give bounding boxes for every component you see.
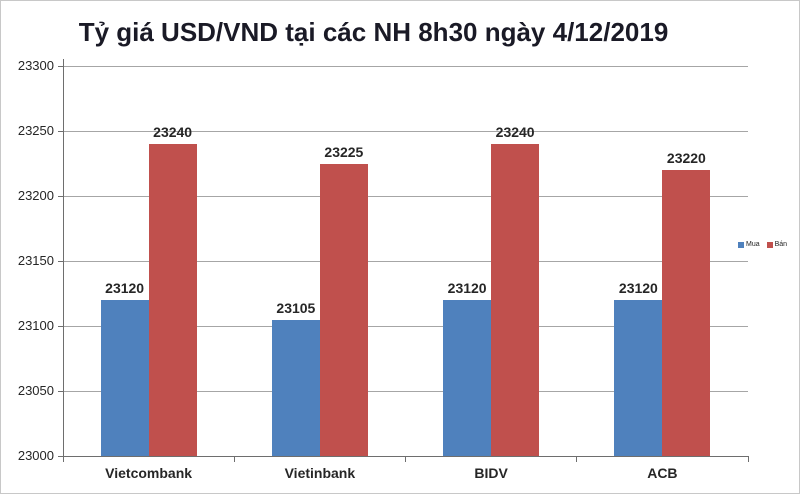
data-label: 23240 [495,124,535,140]
data-label: 23220 [666,150,706,166]
category-label: BIDV [474,465,508,481]
legend: Mua Bán [738,240,787,250]
y-gridline [63,390,748,392]
bar-mua [100,300,149,456]
x-axis-tick [233,456,235,462]
y-gridline [63,130,748,132]
y-axis-line [63,59,64,456]
y-axis-tick [58,260,63,262]
legend-marker-icon [738,242,744,248]
bar-mua [271,319,320,456]
y-gridline [63,195,748,197]
x-axis-tick [747,456,749,462]
y-axis-tick [58,325,63,327]
legend-label: Bán [774,241,788,248]
y-tick-label: 23150 [17,253,54,268]
y-axis-tick [58,195,63,197]
legend-label: Mua [746,241,760,248]
y-tick-label: 23100 [17,318,54,333]
y-axis-tick [58,130,63,132]
bar-mua [614,300,663,456]
y-tick-label: 23050 [17,383,54,398]
bar-bán [491,144,540,456]
data-label: 23105 [276,299,316,316]
bar-bán [148,144,197,456]
y-tick-label: 23250 [17,123,54,138]
y-tick-label: 23300 [17,58,54,73]
chart-title: Tỷ giá USD/VND tại các NH 8h30 ngày 4/12… [78,17,669,47]
data-label: 23120 [618,280,658,296]
bar-bán [662,170,711,456]
y-tick-label: 23000 [17,448,54,463]
category-label: Vietcombank [105,465,193,481]
x-axis-tick [62,456,64,462]
y-axis-tick [58,455,63,457]
legend-entry-bán: Bán [766,240,788,250]
y-axis-tick [58,65,63,67]
y-gridline [63,260,748,262]
x-axis-tick [405,456,406,462]
legend-marker-icon [766,242,773,248]
y-tick-label: 23200 [17,188,54,203]
y-axis-tick [58,390,63,392]
data-label: 23120 [105,280,145,296]
y-gridline [63,65,748,67]
data-label: 23225 [324,143,364,160]
data-label: 23120 [447,280,487,296]
bar-mua [443,300,492,456]
bar-bán [319,163,368,456]
category-label: Vietinbank [284,465,356,481]
legend-entry-mua: Mua [738,240,760,250]
category-label: ACB [647,465,678,481]
data-label: 23240 [153,124,193,140]
y-gridline [63,325,748,327]
x-axis-tick [576,456,578,462]
